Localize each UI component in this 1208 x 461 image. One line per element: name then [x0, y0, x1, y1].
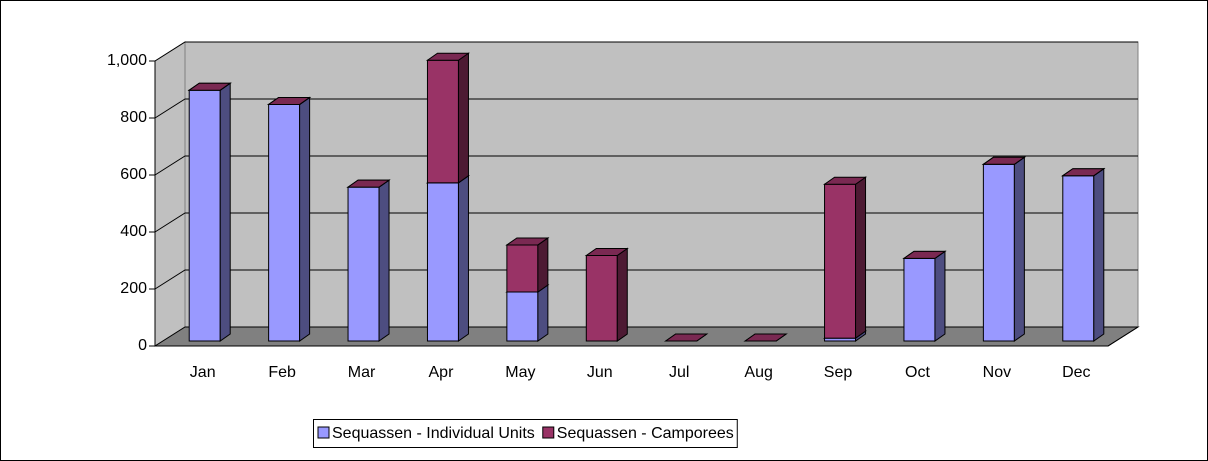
bar: [981, 156, 1026, 165]
bar-top: [346, 179, 391, 188]
x-tick-label: Dec: [1062, 364, 1090, 381]
bar-front: [506, 291, 539, 342]
grid-line: [154, 41, 1138, 62]
bar-top: [822, 176, 868, 185]
bar-front: [347, 186, 380, 342]
legend-swatch: [317, 426, 330, 439]
y-tick-label: 1,000: [107, 52, 147, 69]
bar-side: [299, 96, 311, 342]
bar: [425, 174, 471, 342]
x-tick-label: Feb: [268, 364, 296, 381]
legend-label: Sequassen - Camporees: [557, 425, 734, 442]
legend: Sequassen - Individual Units Sequassen - …: [313, 419, 738, 448]
bar-top: [425, 52, 471, 61]
bar-side: [537, 284, 549, 342]
bar-front: [982, 163, 1015, 342]
bar-side: [219, 82, 231, 342]
bar: [346, 179, 391, 188]
bar-top: [743, 333, 788, 342]
bar: [505, 236, 550, 293]
bar: [902, 250, 947, 259]
bar-front: [426, 182, 459, 342]
bar: [425, 52, 471, 184]
grid-line: [154, 269, 1138, 290]
bar-top: [584, 248, 629, 256]
bar-side: [1093, 167, 1105, 342]
bar: [584, 247, 629, 342]
bar-side: [1013, 156, 1025, 342]
legend-label: Sequassen - Individual Units: [332, 425, 535, 442]
bar-side: [378, 179, 390, 342]
x-tick-label: Apr: [429, 364, 455, 381]
bar: [664, 333, 709, 342]
bar-side: [457, 52, 469, 184]
bar-front: [824, 183, 857, 339]
bar: [187, 82, 232, 342]
bar: [187, 82, 232, 91]
bar: [743, 333, 788, 342]
bar: [822, 176, 868, 340]
bar-front: [585, 255, 618, 342]
bar-top: [664, 333, 709, 342]
bar: [267, 96, 312, 105]
bar-front: [188, 89, 221, 342]
bar-front: [903, 257, 936, 342]
x-tick-label: Oct: [905, 364, 930, 381]
x-tick-label: Nov: [983, 364, 1011, 381]
bar: [981, 156, 1026, 342]
x-tick-label: Aug: [744, 364, 772, 381]
bar-top: [267, 96, 312, 105]
bar-front: [506, 244, 539, 293]
bar: [505, 284, 550, 342]
bar-front: [426, 59, 459, 184]
bar-front: [268, 103, 301, 342]
x-tick-label: May: [505, 364, 535, 381]
bar-side: [457, 174, 469, 342]
bar-top: [1061, 168, 1106, 177]
x-tick-label: Jun: [587, 364, 613, 381]
x-tick-label: Jul: [669, 364, 689, 381]
bar-side: [537, 236, 549, 293]
bar-side: [855, 176, 867, 340]
legend-box: [313, 419, 738, 448]
y-tick-label: 400: [120, 223, 147, 240]
bar-side: [616, 247, 628, 342]
x-tick-label: Jan: [190, 364, 216, 381]
bar: [346, 179, 391, 342]
bar: [267, 96, 312, 342]
bar-top: [902, 250, 947, 259]
bar-top: [981, 156, 1026, 165]
x-tick-label: Sep: [824, 364, 853, 381]
bar: [1061, 168, 1106, 177]
left-wall: [154, 41, 186, 347]
bar-top: [187, 82, 232, 91]
bar-top: [505, 237, 550, 246]
bar: [902, 250, 947, 342]
grid-line: [154, 212, 1138, 233]
y-tick-label: 800: [120, 109, 147, 126]
y-tick-label: 0: [138, 337, 147, 354]
y-tick-label: 600: [120, 166, 147, 183]
x-axis: [155, 326, 1139, 347]
y-tick-label: 200: [120, 280, 147, 297]
legend-swatch: [542, 426, 555, 439]
bar-side: [934, 250, 946, 342]
grid-line: [154, 155, 1138, 176]
bar: [1061, 167, 1106, 342]
bar-front: [1062, 175, 1095, 342]
grid-line: [154, 98, 1138, 119]
x-tick-label: Mar: [348, 364, 376, 381]
